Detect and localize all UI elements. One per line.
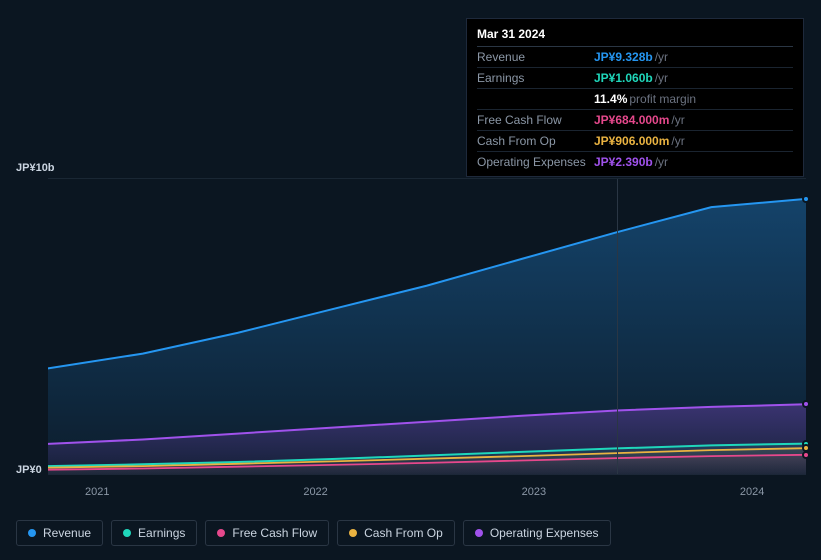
tooltip-row-label: Cash From Op (477, 132, 594, 150)
chart-svg (48, 179, 806, 475)
tooltip-row: Cash From OpJP¥906.000m /yr (477, 131, 793, 152)
legend-item[interactable]: Earnings (111, 520, 197, 546)
tooltip-row-label (477, 90, 594, 108)
legend-item[interactable]: Operating Expenses (463, 520, 611, 546)
legend-label: Cash From Op (364, 526, 443, 540)
x-tick-label: 2022 (303, 486, 327, 498)
legend-dot-icon (475, 529, 483, 537)
y-tick-bottom: JP¥0 (16, 464, 42, 476)
tooltip-row: Free Cash FlowJP¥684.000m /yr (477, 110, 793, 131)
cursor-line (617, 179, 618, 474)
legend: Revenue Earnings Free Cash Flow Cash From O… (16, 520, 611, 546)
chart-tooltip: Mar 31 2024 RevenueJP¥9.328b /yrEarnings… (466, 18, 804, 177)
tooltip-row-unit: /yr (655, 69, 668, 87)
x-tick-label: 2021 (85, 486, 109, 498)
legend-dot-icon (123, 529, 131, 537)
legend-dot-icon (28, 529, 36, 537)
series-end-marker (802, 195, 810, 203)
tooltip-row: 11.4% profit margin (477, 89, 793, 110)
tooltip-row-value: 11.4% (594, 90, 627, 108)
series-end-marker (802, 400, 810, 408)
tooltip-row-label: Revenue (477, 48, 594, 66)
tooltip-rows: RevenueJP¥9.328b /yrEarningsJP¥1.060b /y… (477, 47, 793, 172)
x-tick-label: 2023 (522, 486, 546, 498)
tooltip-row: EarningsJP¥1.060b /yr (477, 68, 793, 89)
legend-label: Revenue (43, 526, 91, 540)
legend-dot-icon (349, 529, 357, 537)
tooltip-row-label: Free Cash Flow (477, 111, 594, 129)
tooltip-row-unit: /yr (671, 132, 684, 150)
plot-area[interactable] (48, 178, 806, 474)
legend-item[interactable]: Free Cash Flow (205, 520, 329, 546)
legend-label: Operating Expenses (490, 526, 599, 540)
tooltip-row-unit: /yr (655, 48, 668, 66)
tooltip-row-label: Earnings (477, 69, 594, 87)
y-tick-top: JP¥10b (16, 162, 55, 174)
x-tick-label: 2024 (740, 486, 764, 498)
tooltip-row-unit: profit margin (629, 90, 696, 108)
legend-item[interactable]: Revenue (16, 520, 103, 546)
tooltip-date: Mar 31 2024 (477, 25, 793, 47)
tooltip-row-value: JP¥1.060b (594, 69, 653, 87)
legend-dot-icon (217, 529, 225, 537)
legend-label: Earnings (138, 526, 185, 540)
tooltip-row-value: JP¥906.000m (594, 132, 669, 150)
financials-chart[interactable]: JP¥10b JP¥0 (16, 160, 806, 480)
tooltip-row-value: JP¥9.328b (594, 48, 653, 66)
series-end-marker (802, 451, 810, 459)
tooltip-row-value: JP¥684.000m (594, 111, 669, 129)
tooltip-row-unit: /yr (671, 111, 684, 129)
tooltip-row: RevenueJP¥9.328b /yr (477, 47, 793, 68)
legend-label: Free Cash Flow (232, 526, 317, 540)
legend-item[interactable]: Cash From Op (337, 520, 455, 546)
